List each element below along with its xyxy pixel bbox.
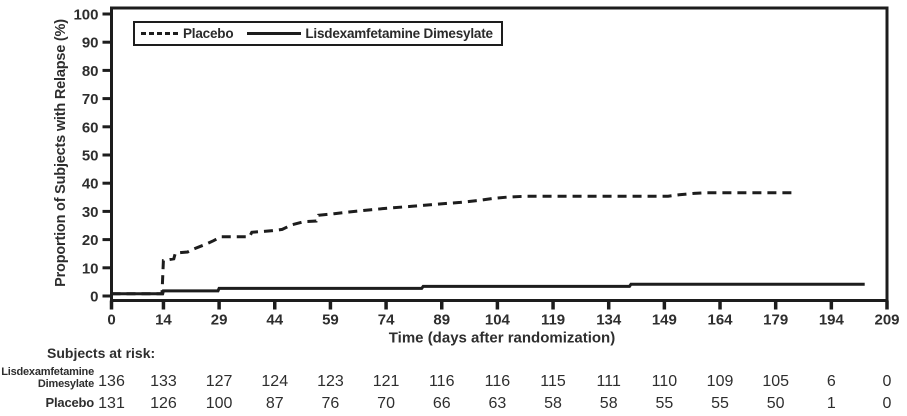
at-risk-value-row1-t119: 58 <box>544 395 562 412</box>
at-risk-value-row0-t194: 6 <box>827 373 836 390</box>
at-risk-value-row1-t194: 1 <box>827 395 836 412</box>
x-tick-label-44: 44 <box>266 312 283 329</box>
x-tick-label-0: 0 <box>107 312 115 329</box>
legend-box: Placebo Lisdexamfetamine Dimesylate <box>133 21 503 46</box>
at-risk-value-row0-t149: 110 <box>652 373 678 390</box>
y-tick-label-60: 60 <box>82 119 99 136</box>
at-risk-value-row1-t44: 87 <box>266 395 284 412</box>
x-tick-label-119: 119 <box>541 312 565 329</box>
at-risk-value-row1-t104: 63 <box>488 395 506 412</box>
x-tick-label-194: 194 <box>819 312 845 329</box>
at-risk-value-row0-t44: 124 <box>261 373 288 390</box>
at-risk-value-row0-t119: 115 <box>540 373 566 390</box>
at-risk-value-row0-t104: 116 <box>485 373 511 390</box>
at-risk-row-label-line1: Lisdexamfetamine <box>1 366 94 378</box>
at-risk-value-row0-t59: 123 <box>317 373 344 390</box>
y-tick-label-0: 0 <box>90 289 98 306</box>
x-tick-label-74: 74 <box>378 312 395 329</box>
at-risk-value-row1-t149: 55 <box>655 395 673 412</box>
at-risk-value-row1-t209: 0 <box>883 395 892 412</box>
x-tick-label-29: 29 <box>211 312 228 329</box>
at-risk-row-label-lisdexamfetamine: Lisdexamfetamine Dimesylate <box>0 366 94 390</box>
at-risk-row-label-line2: Dimesylate <box>37 378 94 390</box>
y-tick-label-30: 30 <box>82 204 99 221</box>
y-tick-label-40: 40 <box>82 176 99 193</box>
at-risk-value-row0-t74: 121 <box>373 373 400 390</box>
x-tick-label-179: 179 <box>763 312 788 329</box>
y-tick-label-80: 80 <box>82 63 99 80</box>
at-risk-value-row0-t164: 109 <box>707 373 734 390</box>
legend-label-lisdexamfetamine: Lisdexamfetamine Dimesylate <box>305 26 493 41</box>
at-risk-value-row1-t74: 70 <box>377 395 395 412</box>
y-tick-label-100: 100 <box>73 7 98 24</box>
at-risk-value-row0-t29: 127 <box>206 373 233 390</box>
at-risk-value-row1-t14: 126 <box>150 395 177 412</box>
series-curve-lisdexamfetamine-dimesylate <box>111 282 865 296</box>
at-risk-value-row1-t29: 100 <box>206 395 233 412</box>
at-risk-value-row0-t14: 133 <box>150 373 177 390</box>
at-risk-value-row1-t134: 58 <box>600 395 618 412</box>
at-risk-value-row1-t89: 66 <box>433 395 451 412</box>
at-risk-value-row0-t89: 116 <box>429 373 455 390</box>
ldx-solid-line-swatch <box>247 32 302 35</box>
legend-label-placebo: Placebo <box>183 26 234 41</box>
series-curve-placebo <box>111 191 795 296</box>
at-risk-value-row0-t134: 111 <box>597 373 621 390</box>
placebo-dashed-line-swatch <box>141 32 179 35</box>
y-tick-label-20: 20 <box>82 232 99 249</box>
at-risk-value-row1-t179: 50 <box>767 395 785 412</box>
x-tick-label-59: 59 <box>322 312 339 329</box>
x-tick-label-89: 89 <box>433 312 450 329</box>
y-tick-label-50: 50 <box>82 148 99 165</box>
y-tick-label-10: 10 <box>82 260 99 277</box>
at-risk-value-row1-t164: 55 <box>711 395 729 412</box>
at-risk-value-row1-t59: 76 <box>322 395 340 412</box>
x-tick-label-209: 209 <box>874 312 899 329</box>
y-tick-label-70: 70 <box>82 91 99 108</box>
x-axis-title: Time (days after randomization) <box>388 329 616 347</box>
at-risk-value-row0-t179: 105 <box>762 373 789 390</box>
at-risk-value-row0-t0: 136 <box>98 373 125 390</box>
at-risk-row-label-placebo: Placebo <box>45 395 95 410</box>
at-risk-value-row0-t209: 0 <box>883 373 892 390</box>
y-axis-title: Proportion of Subjects with Relapse (%) <box>53 19 69 287</box>
x-tick-label-134: 134 <box>596 312 622 329</box>
x-tick-label-164: 164 <box>708 312 734 329</box>
at-risk-value-row1-t0: 131 <box>98 395 125 412</box>
subjects-at-risk-title: Subjects at risk: <box>47 345 156 361</box>
y-tick-label-90: 90 <box>82 35 99 52</box>
plot-frame <box>110 6 889 302</box>
x-tick-label-104: 104 <box>485 312 511 329</box>
x-tick-label-14: 14 <box>155 312 172 329</box>
x-tick-label-149: 149 <box>652 312 677 329</box>
